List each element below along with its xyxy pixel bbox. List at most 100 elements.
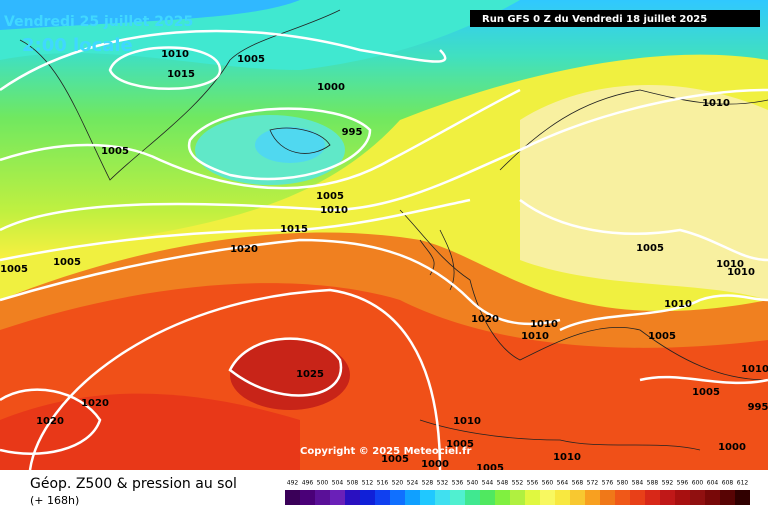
- isobar-label: 1015: [280, 224, 308, 235]
- legend-value: 528: [422, 480, 434, 487]
- isobar-label: 1010: [553, 452, 581, 463]
- legend-swatch: [465, 490, 480, 505]
- isobar-label: 1005: [381, 454, 409, 465]
- legend-value: 560: [542, 480, 554, 487]
- isobar-label: 1010: [741, 364, 768, 375]
- isobar-label: 1025: [296, 369, 324, 380]
- legend-swatch: [720, 490, 735, 505]
- isobar-label: 1010: [453, 416, 481, 427]
- forecast-time: 2:00 locale: [22, 35, 133, 56]
- isobar-label: 1005: [0, 264, 28, 275]
- legend-swatch: [555, 490, 570, 505]
- legend-swatch: [285, 490, 300, 505]
- isobar-label: 1010: [664, 299, 692, 310]
- isobar-label: 1015: [167, 69, 195, 80]
- legend-swatch: [330, 490, 345, 505]
- legend-swatch: [615, 490, 630, 505]
- legend-value: 604: [707, 480, 719, 487]
- isobar-label: 1005: [316, 191, 344, 202]
- isobar-label: 1005: [648, 331, 676, 342]
- legend-swatch: [345, 490, 360, 505]
- legend-value: 556: [527, 480, 539, 487]
- legend-swatch: [375, 490, 390, 505]
- isobar-label: 1005: [101, 146, 129, 157]
- legend-value: 496: [302, 480, 314, 487]
- legend-swatch: [420, 490, 435, 505]
- forecast-date: Vendredi 25 juillet 2025: [4, 14, 193, 30]
- isobar-label: 1005: [692, 387, 720, 398]
- legend-swatch: [570, 490, 585, 505]
- legend-value: 608: [722, 480, 734, 487]
- isobar-label: 1010: [521, 331, 549, 342]
- legend-value: 552: [512, 480, 524, 487]
- isobar-label: 1010: [727, 267, 755, 278]
- copyright: Copyright © 2025 Meteociel.fr: [300, 446, 471, 457]
- isobar-label: 995: [748, 402, 768, 413]
- legend-value: 588: [647, 480, 659, 487]
- legend-value: 508: [347, 480, 359, 487]
- legend-swatch: [315, 490, 330, 505]
- legend-value: 500: [317, 480, 329, 487]
- legend-value: 568: [572, 480, 584, 487]
- isobar-label: 1010: [530, 319, 558, 330]
- legend-swatch: [435, 490, 450, 505]
- legend-swatch: [360, 490, 375, 505]
- run-info: Run GFS 0 Z du Vendredi 18 juillet 2025: [482, 14, 707, 25]
- legend-swatch: [540, 490, 555, 505]
- legend-value: 520: [392, 480, 404, 487]
- legend-value: 536: [452, 480, 464, 487]
- isobar-label: 1000: [718, 442, 746, 453]
- isobar-label: 1020: [230, 244, 258, 255]
- legend-value: 532: [437, 480, 449, 487]
- legend-swatch: [300, 490, 315, 505]
- legend-swatch: [585, 490, 600, 505]
- legend-swatch: [390, 490, 405, 505]
- legend-value: 600: [692, 480, 704, 487]
- isobar-label: 1000: [421, 459, 449, 470]
- legend-value: 592: [662, 480, 674, 487]
- isobar-label: 1000: [317, 82, 345, 93]
- legend-swatch: [510, 490, 525, 505]
- legend-value: 612: [737, 480, 749, 487]
- legend-swatch: [450, 490, 465, 505]
- legend-swatch: [690, 490, 705, 505]
- isobar-label: 1010: [716, 259, 744, 270]
- legend-value: 584: [632, 480, 644, 487]
- isobar-label: 1005: [53, 257, 81, 268]
- legend-value: 548: [497, 480, 509, 487]
- legend-value: 524: [407, 480, 419, 487]
- isobar-label: 1010: [702, 98, 730, 109]
- legend-value: 576: [602, 480, 614, 487]
- legend-swatch: [480, 490, 495, 505]
- legend-swatch: [735, 490, 750, 505]
- legend-swatch: [645, 490, 660, 505]
- legend-value: 512: [362, 480, 374, 487]
- legend-value: 544: [482, 480, 494, 487]
- legend-value: 596: [677, 480, 689, 487]
- isobar-label: 1020: [36, 416, 64, 427]
- legend-swatch: [660, 490, 675, 505]
- legend-value: 572: [587, 480, 599, 487]
- legend-swatch: [600, 490, 615, 505]
- isobar-label: 1010: [161, 49, 189, 60]
- legend-value: 492: [287, 480, 299, 487]
- isobar-label: 1020: [81, 398, 109, 409]
- isobar-label: 1020: [471, 314, 499, 325]
- footer-range: (+ 168h): [30, 494, 79, 507]
- legend-swatch: [525, 490, 540, 505]
- legend-value: 504: [332, 480, 344, 487]
- legend-swatch: [405, 490, 420, 505]
- legend-swatch: [495, 490, 510, 505]
- run-banner: [470, 10, 760, 27]
- isobar-label: 1010: [320, 205, 348, 216]
- footer-title: Géop. Z500 & pression au sol: [30, 476, 237, 492]
- isobar-label: 995: [342, 127, 363, 138]
- legend-swatch: [675, 490, 690, 505]
- isobar-label: 1005: [476, 463, 504, 474]
- isobar-label: 1005: [636, 243, 664, 254]
- legend-value: 564: [557, 480, 569, 487]
- isobar-label: 1005: [446, 439, 474, 450]
- legend-swatch: [630, 490, 645, 505]
- map: [0, 0, 768, 471]
